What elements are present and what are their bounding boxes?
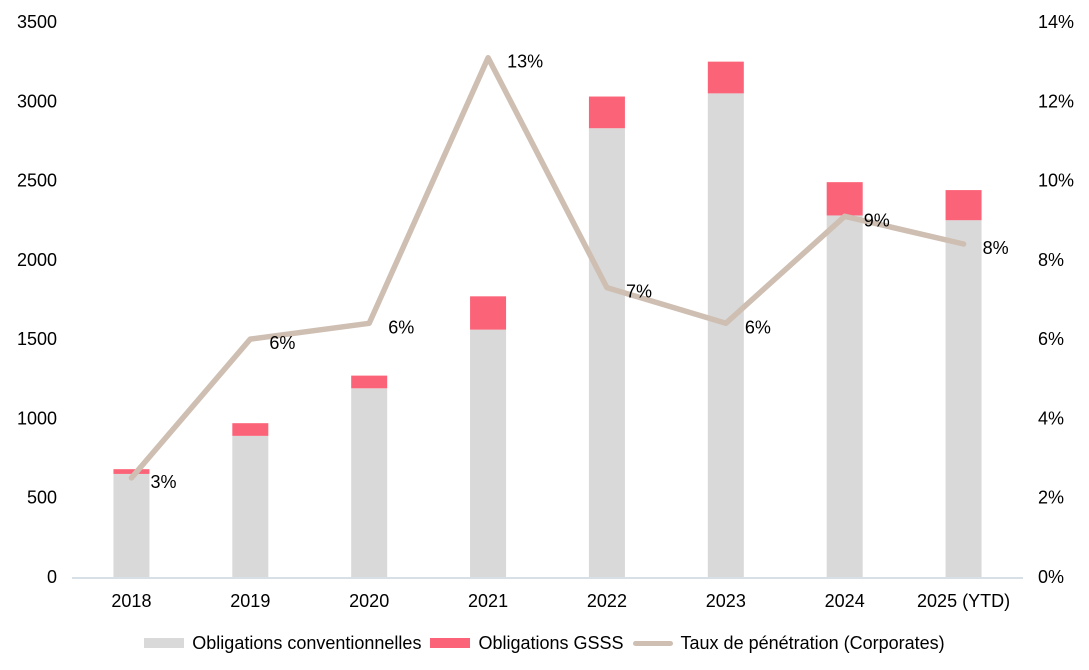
legend-swatch-gsss xyxy=(430,638,471,648)
line-point-label-2022: 7% xyxy=(626,282,652,302)
line-point-label-2025-ytd: 8% xyxy=(983,238,1009,258)
x-axis-label-2021: 2021 xyxy=(468,591,508,611)
left-axis-tick: 3000 xyxy=(17,91,57,111)
legend-label-penetration: Taux de pénétration (Corporates) xyxy=(680,632,945,653)
bar-gsss-2024 xyxy=(826,182,863,216)
legend: Obligations conventionnelles Obligations… xyxy=(0,630,1089,656)
right-axis-tick: 0% xyxy=(1038,567,1064,587)
legend-item-penetration: Taux de pénétration (Corporates) xyxy=(632,632,945,654)
bar-gsss-2022 xyxy=(588,96,625,129)
x-axis-label-2020: 2020 xyxy=(349,591,389,611)
bar-gsss-2020 xyxy=(351,375,388,389)
x-axis-label-2024: 2024 xyxy=(825,591,865,611)
right-axis-tick: 8% xyxy=(1038,250,1064,270)
x-axis-label-2023: 2023 xyxy=(706,591,746,611)
x-axis-label-2025-ytd: 2025 (YTD) xyxy=(917,591,1010,611)
bar-conventionnelles-2018 xyxy=(113,473,150,577)
left-axis-tick: 3500 xyxy=(17,12,57,32)
right-axis-tick: 6% xyxy=(1038,329,1064,349)
bar-conventionnelles-2021 xyxy=(470,329,507,577)
right-axis-tick: 2% xyxy=(1038,488,1064,508)
left-axis-tick: 1000 xyxy=(17,408,57,428)
line-point-label-2023: 6% xyxy=(745,317,771,337)
legend-label-gsss: Obligations GSSS xyxy=(478,632,624,653)
penetration-line xyxy=(128,54,967,481)
bar-gsss-2021 xyxy=(470,296,507,330)
legend-item-conventionnelles: Obligations conventionnelles xyxy=(144,633,421,654)
bar-gsss-2018 xyxy=(113,469,150,474)
left-axis-tick: 500 xyxy=(27,488,57,508)
line-point-label-2024: 9% xyxy=(864,210,890,230)
legend-item-gsss: Obligations GSSS xyxy=(430,632,624,654)
right-axis-tick: 14% xyxy=(1038,12,1074,32)
left-axis-tick: 1500 xyxy=(17,329,57,349)
line-point-label-2019: 6% xyxy=(269,333,295,353)
legend-swatch-penetration-line xyxy=(632,640,673,646)
left-axis-tick: 2500 xyxy=(17,171,57,191)
line-point-label-2020: 6% xyxy=(388,317,414,337)
right-axis-tick: 4% xyxy=(1038,408,1064,428)
x-axis-label-2018: 2018 xyxy=(111,591,151,611)
x-axis-label-2019: 2019 xyxy=(230,591,270,611)
left-axis-tick: 2000 xyxy=(17,250,57,270)
bar-gsss-2019 xyxy=(232,423,269,436)
bar-conventionnelles-2023 xyxy=(707,93,744,577)
right-axis-tick: 12% xyxy=(1038,91,1074,111)
bar-conventionnelles-2024 xyxy=(826,215,863,577)
legend-label-conventionnelles: Obligations conventionnelles xyxy=(192,632,422,653)
bar-gsss-2023 xyxy=(707,61,744,94)
bar-conventionnelles-2025-ytd xyxy=(945,220,982,577)
bar-conventionnelles-2022 xyxy=(588,128,625,577)
bar-conventionnelles-2020 xyxy=(351,388,388,577)
right-axis-tick: 10% xyxy=(1038,171,1074,191)
left-axis-tick: 0 xyxy=(47,567,57,587)
line-point-label-2018: 3% xyxy=(150,472,176,492)
bar-gsss-2025-ytd xyxy=(945,190,982,221)
combo-chart: 0 500 1000 1500 2000 2500 3000 3500 0% 2% 4% 6% 8% 10… xyxy=(17,12,1074,611)
bar-conventionnelles-2019 xyxy=(232,435,269,577)
x-axis-label-2022: 2022 xyxy=(587,591,627,611)
line-point-label-2021: 13% xyxy=(507,52,543,72)
legend-swatch-conventionnelles xyxy=(144,638,185,648)
